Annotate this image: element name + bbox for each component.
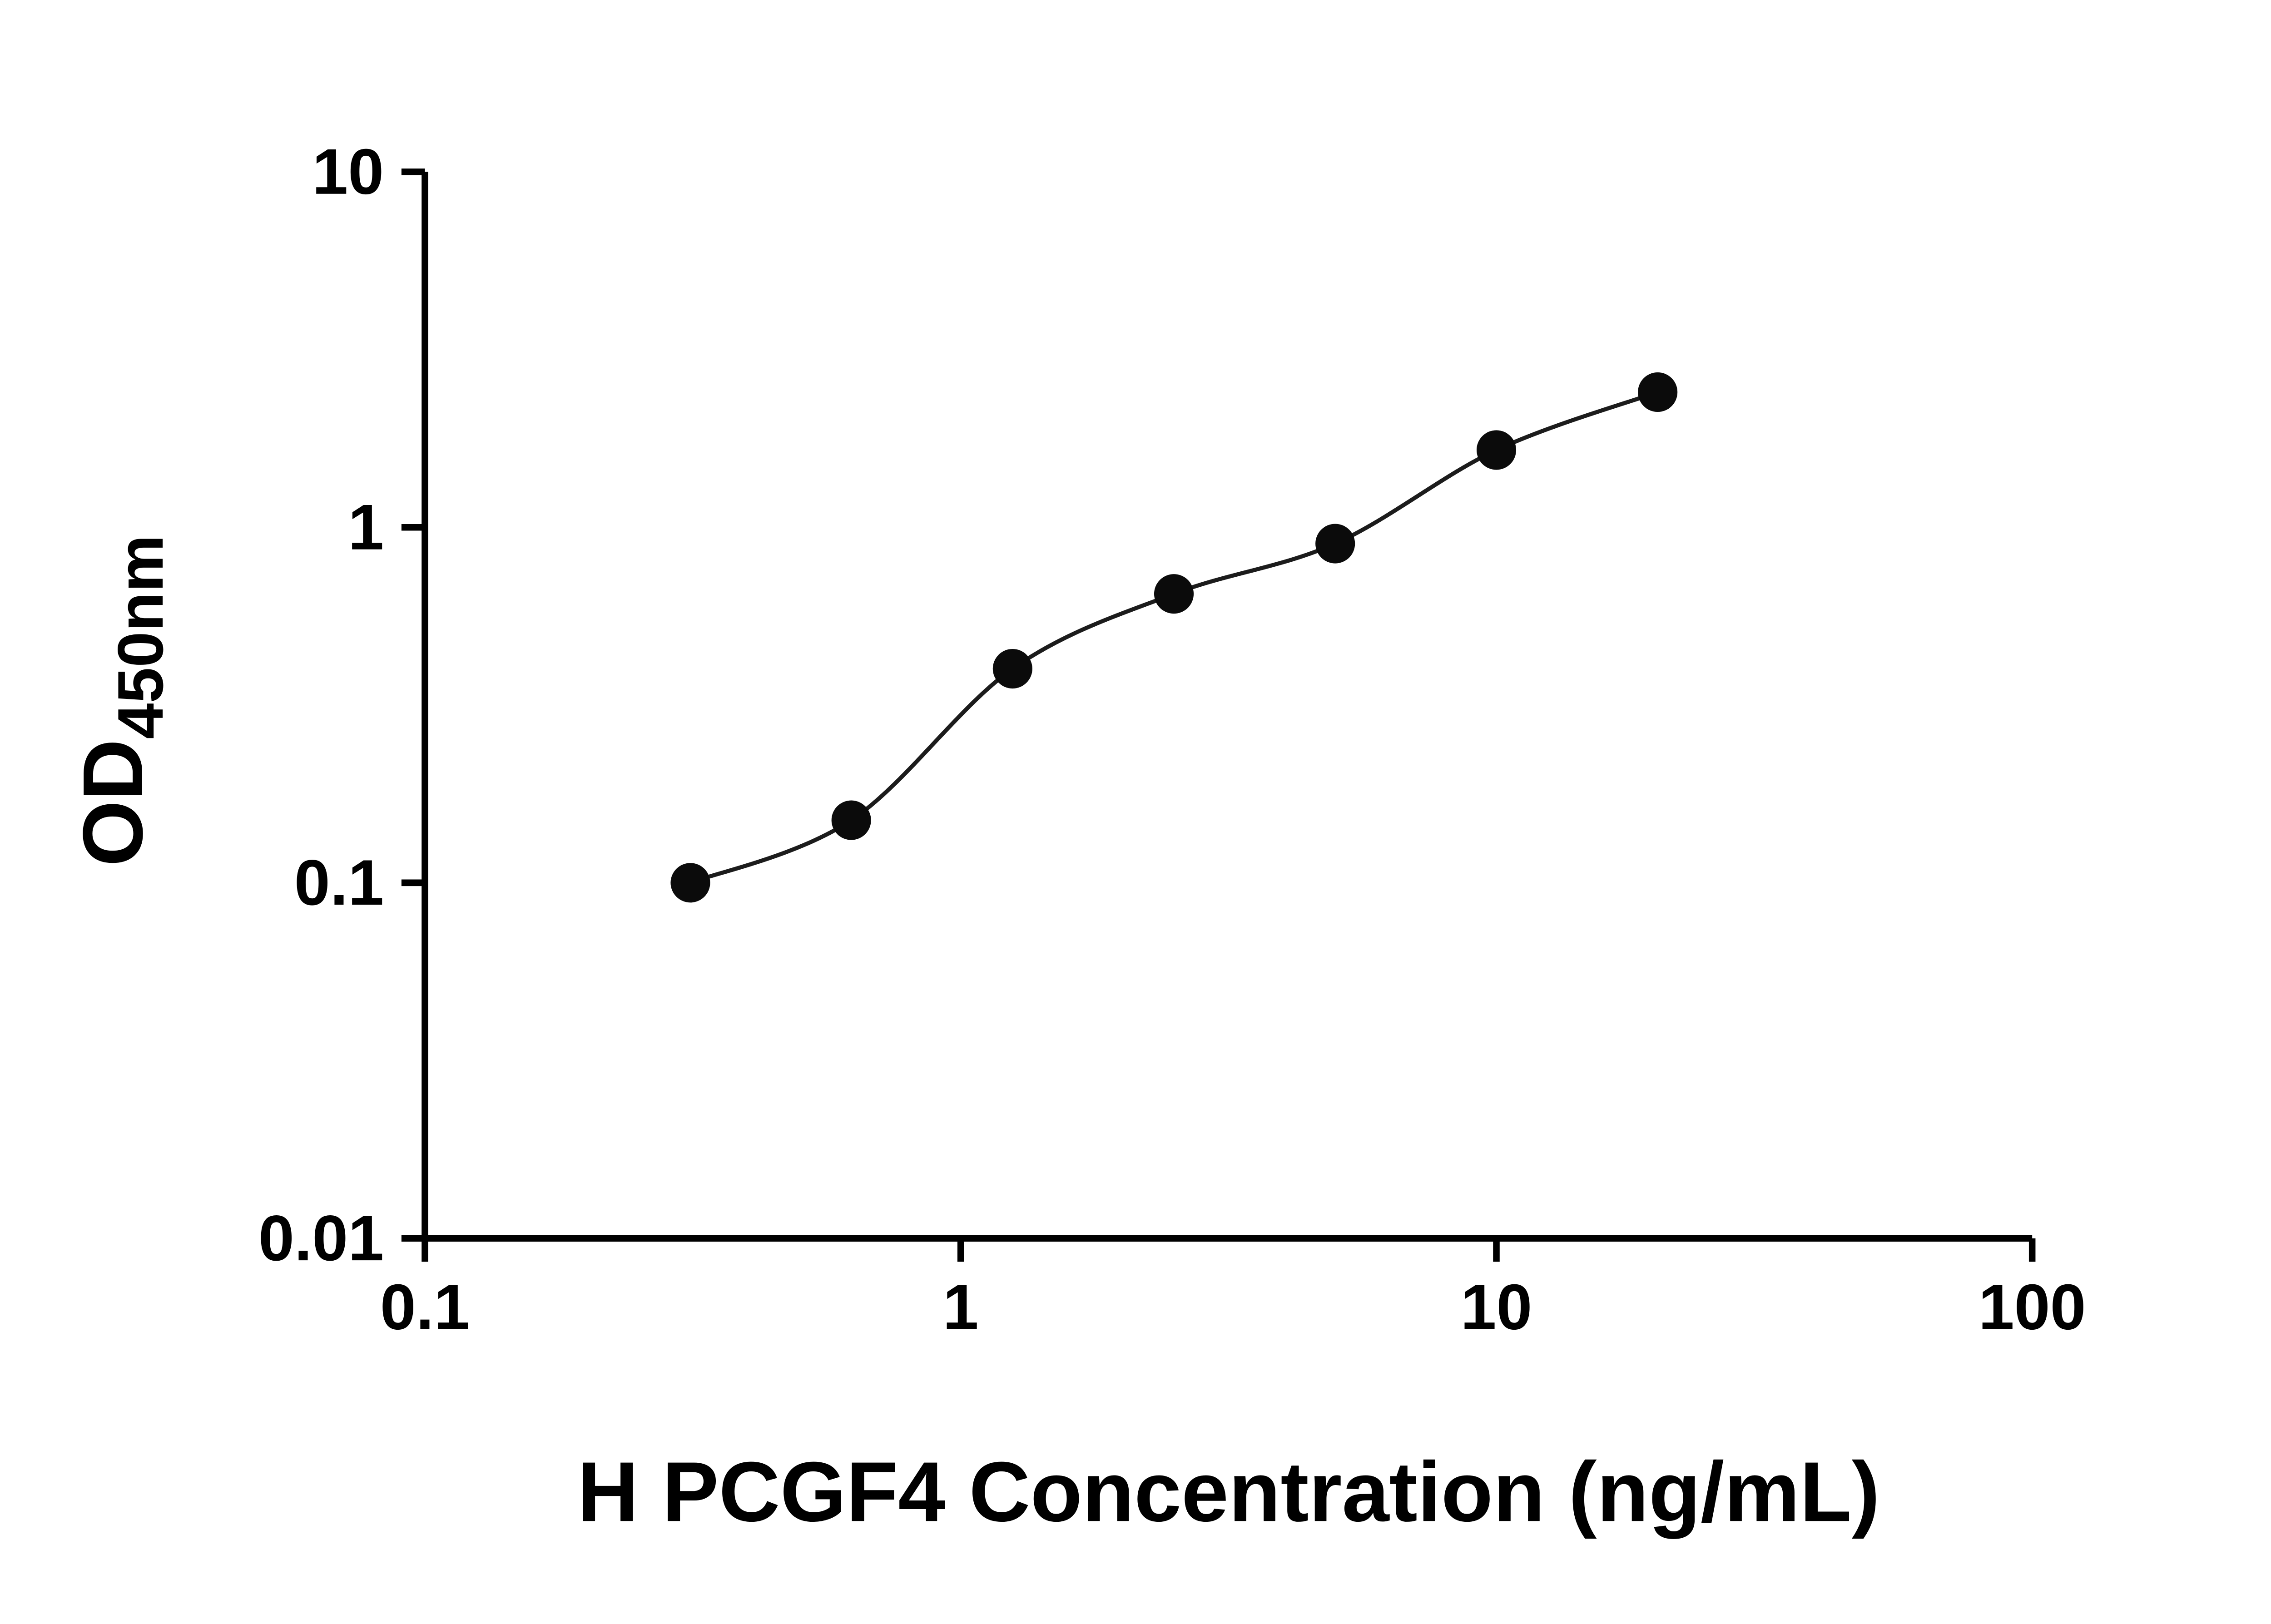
x-axis-title: H PCGF4 Concentration (ng/mL) — [577, 1444, 1880, 1539]
y-axis-title-main: OD — [65, 739, 160, 866]
y-tick-label: 0.1 — [294, 847, 384, 919]
data-point — [992, 649, 1032, 689]
y-tick-label: 1 — [348, 492, 384, 564]
plot-background — [0, 26, 2271, 1598]
x-tick-label: 100 — [1978, 1272, 2086, 1343]
data-point — [1154, 574, 1194, 614]
x-tick-label: 10 — [1461, 1272, 1532, 1343]
y-axis-title-subscript: 450nm — [105, 535, 177, 739]
y-axis-title: OD450nm — [65, 535, 177, 866]
data-point — [831, 800, 871, 840]
y-tick-label: 0.01 — [258, 1203, 384, 1274]
data-point — [1638, 372, 1678, 412]
data-point — [1315, 524, 1355, 564]
x-tick-label: 0.1 — [380, 1272, 470, 1343]
data-point — [670, 863, 710, 903]
y-tick-label: 10 — [312, 136, 384, 208]
data-point — [1476, 430, 1517, 470]
x-tick-label: 1 — [943, 1272, 979, 1343]
